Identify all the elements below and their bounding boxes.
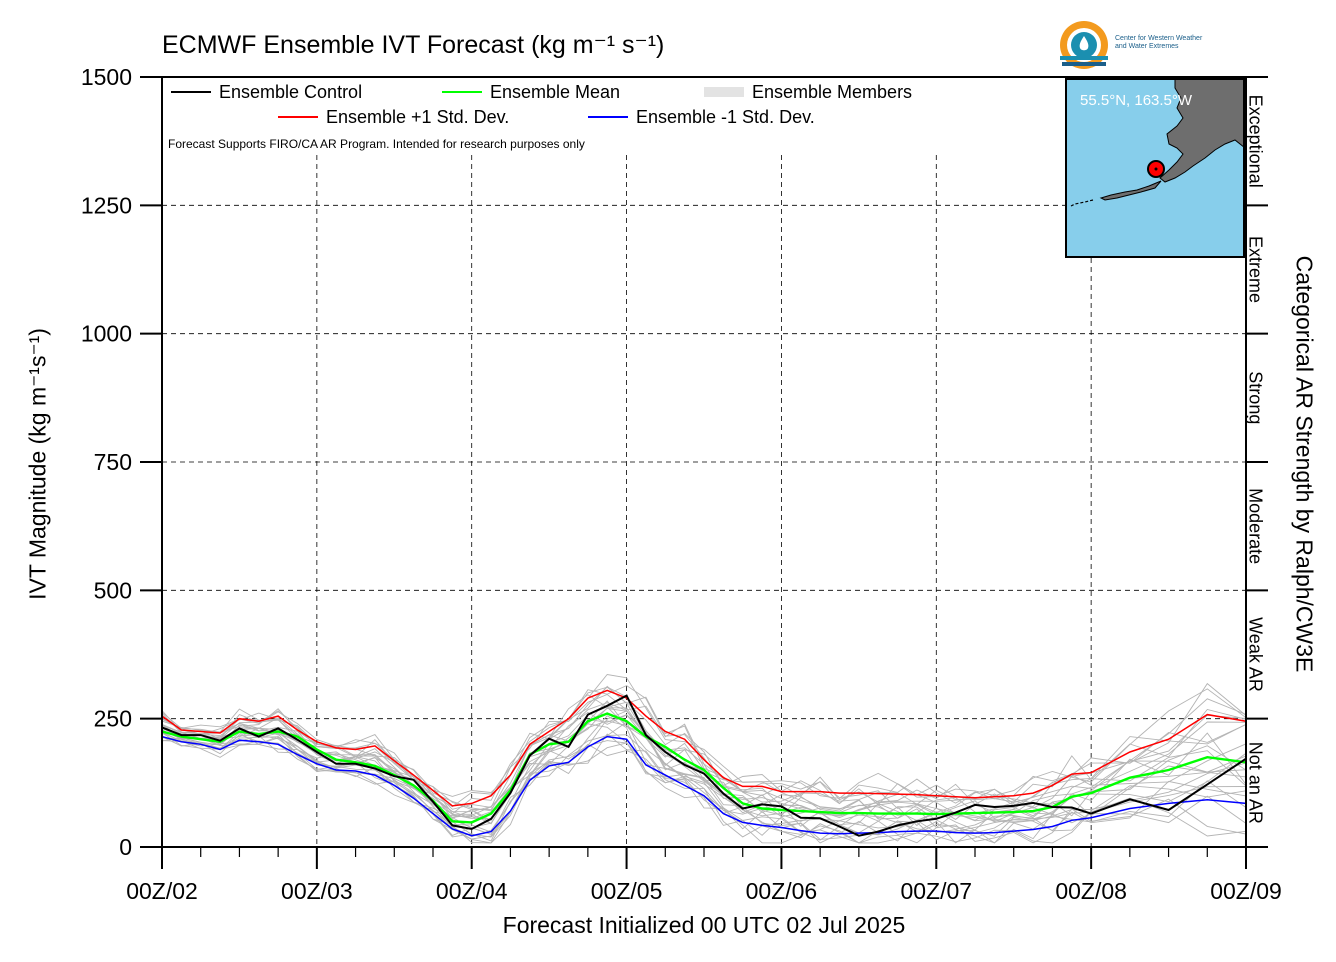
location-map: [1065, 78, 1245, 258]
category-label: Strong: [1245, 371, 1265, 424]
legend-minus-std-label: Ensemble -1 Std. Dev.: [636, 107, 815, 127]
ensemble-member-line: [161, 700, 1247, 829]
cw3e-logo-icon: [1060, 21, 1108, 69]
legend-plus-std-label: Ensemble +1 Std. Dev.: [326, 107, 509, 127]
series-lines: [161, 689, 1247, 837]
legend-control-label: Ensemble Control: [219, 82, 362, 102]
x-tick-label: 00Z/02: [126, 878, 198, 904]
ensemble-member-line: [161, 710, 1247, 834]
x-tick-label: 00Z/09: [1210, 878, 1282, 904]
tick-labels: 0 250 500 750 1000 1250 1500 00Z/02 00Z/03 00Z/04…: [81, 64, 1282, 904]
ensemble-member-line: [161, 733, 1247, 844]
grid-lines: [162, 155, 1246, 847]
location-label: 55.5°N, 163.5°W: [1080, 92, 1193, 109]
x-tick-label: 00Z/05: [591, 878, 663, 904]
y-tick-label: 0: [119, 834, 132, 860]
research-note: Forecast Supports FIRO/CA AR Program. In…: [168, 137, 585, 151]
axes: [140, 76, 1268, 869]
y-tick-label: 750: [94, 449, 132, 475]
x-tick-label: 00Z/06: [746, 878, 818, 904]
chart-title: ECMWF Ensemble IVT Forecast (kg m⁻¹ s⁻¹): [162, 31, 665, 59]
y-tick-label: 1500: [81, 64, 132, 90]
x-tick-label: 00Z/08: [1055, 878, 1127, 904]
ensemble-member-line: [161, 702, 1247, 822]
y-tick-label: 1250: [81, 192, 132, 218]
series-ensemble-1-std-dev-: [161, 735, 1247, 837]
y-tick-label: 1000: [81, 321, 132, 347]
x-tick-label: 00Z/07: [900, 878, 972, 904]
category-label: Exceptional: [1245, 95, 1265, 188]
ensemble-member-line: [161, 711, 1247, 825]
legend-members-label: Ensemble Members: [752, 82, 912, 102]
y-tick-label: 500: [94, 577, 132, 603]
legend: Ensemble Control Ensemble Mean Ensemble Me…: [171, 82, 912, 127]
category-label: Weak AR: [1245, 617, 1265, 692]
legend-mean-label: Ensemble Mean: [490, 82, 620, 102]
ensemble-member-line: [161, 674, 1247, 799]
series-ensemble-1-std-dev-: [161, 689, 1247, 807]
right-axis-title: Categorical AR Strength by Ralph/CW3E: [1291, 255, 1318, 673]
ensemble-member-line: [161, 685, 1247, 815]
alaska-map-icon: [1070, 80, 1243, 207]
category-label: Extreme: [1245, 236, 1265, 303]
y-axis-title: IVT Magnitude (kg m⁻¹s⁻¹): [24, 328, 51, 600]
category-label: Moderate: [1245, 488, 1265, 564]
y-tick-label: 250: [94, 706, 132, 732]
series-ensemble-control: [161, 694, 1247, 837]
series-ensemble-mean: [161, 712, 1247, 824]
logo-line-2: and Water Extremes: [1115, 43, 1179, 50]
x-tick-label: 00Z/03: [281, 878, 353, 904]
x-tick-label: 00Z/04: [436, 878, 508, 904]
logo-text: Center for Western Weather and Water Ext…: [1115, 35, 1202, 51]
logo-line-1: Center for Western Weather: [1115, 35, 1203, 42]
category-label: Not an AR: [1245, 742, 1265, 824]
x-axis-title: Forecast Initialized 00 UTC 02 Jul 2025: [502, 912, 906, 938]
